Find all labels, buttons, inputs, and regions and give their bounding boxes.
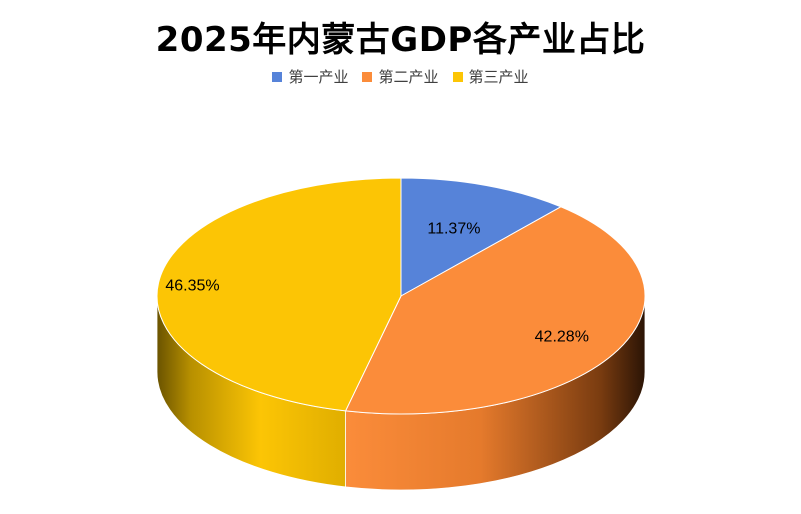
chart-legend: 第一产业 第二产业 第三产业: [0, 66, 801, 87]
legend-swatch: [452, 71, 463, 82]
legend-label: 第二产业: [378, 68, 439, 86]
slice-secondary: [344, 206, 646, 415]
legend-label: 第三产业: [468, 68, 529, 86]
label-secondary: 42.28%: [535, 329, 589, 346]
legend-swatch: [362, 71, 373, 82]
pie-slices: [156, 177, 646, 415]
legend-swatch: [272, 71, 283, 82]
data-labels: 11.37% 42.28% 46.35%: [165, 221, 589, 346]
chart-title: 2025年内蒙古GDP各产业占比: [155, 20, 646, 60]
slice-tertiary: [156, 177, 402, 412]
legend-item-primary: 第一产业: [272, 66, 348, 87]
legend-item-secondary: 第二产业: [362, 66, 439, 87]
slice-primary: [400, 177, 563, 297]
legend-item-tertiary: 第三产业: [452, 66, 529, 87]
legend-label: 第一产业: [288, 68, 349, 86]
label-tertiary: 46.35%: [165, 277, 219, 294]
label-primary: 11.37%: [427, 221, 480, 238]
